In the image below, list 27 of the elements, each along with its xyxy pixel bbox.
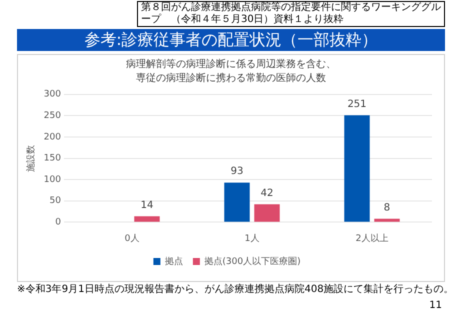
bar	[344, 115, 370, 222]
bar	[254, 204, 280, 222]
y-tick-label: 300	[44, 90, 62, 100]
data-label: 8	[384, 202, 390, 214]
bar	[224, 182, 250, 222]
x-tick-label: 2人以上	[356, 232, 388, 244]
x-tick-label: 1人	[244, 232, 260, 244]
legend-label: 拠点	[164, 256, 183, 267]
legend-label: 拠点(300人以下医療圏)	[204, 256, 301, 267]
text: 11	[429, 300, 442, 312]
bar	[134, 216, 160, 222]
data-label: 93	[230, 166, 244, 178]
y-tick-label: 250	[44, 111, 62, 122]
y-tick-label: 100	[44, 174, 62, 185]
y-tick-label: 0	[55, 218, 62, 228]
chart-title: 参考:診療従事者の配置状況（一部抜粋）	[17, 29, 445, 51]
data-label: 14	[140, 200, 154, 211]
text: ※令和3年9月1日時点の現況報告書から、がん診療連携拠点病院408施設にて集計を行ったもの。	[17, 284, 454, 296]
y-tick-label: 150	[44, 154, 62, 164]
chart-subtitle: 病理解剖等の病理診断に係る周辺業務を含む、専従の病理診断に携わる常勤の医師の人数	[125, 58, 337, 86]
x-tick-label: 0人	[124, 232, 140, 244]
y-tick-label: 50	[50, 196, 62, 206]
y-axis-title: 施設数	[26, 144, 37, 172]
data-label: 42	[260, 188, 274, 199]
text: 第８回がん診療連携拠点病院等の指定要件に関するワーキンググループ （令和４年５月30日）資料１より抜粋	[137, 1, 445, 27]
y-tick-label: 200	[44, 132, 62, 142]
data-label: 251	[347, 98, 367, 110]
